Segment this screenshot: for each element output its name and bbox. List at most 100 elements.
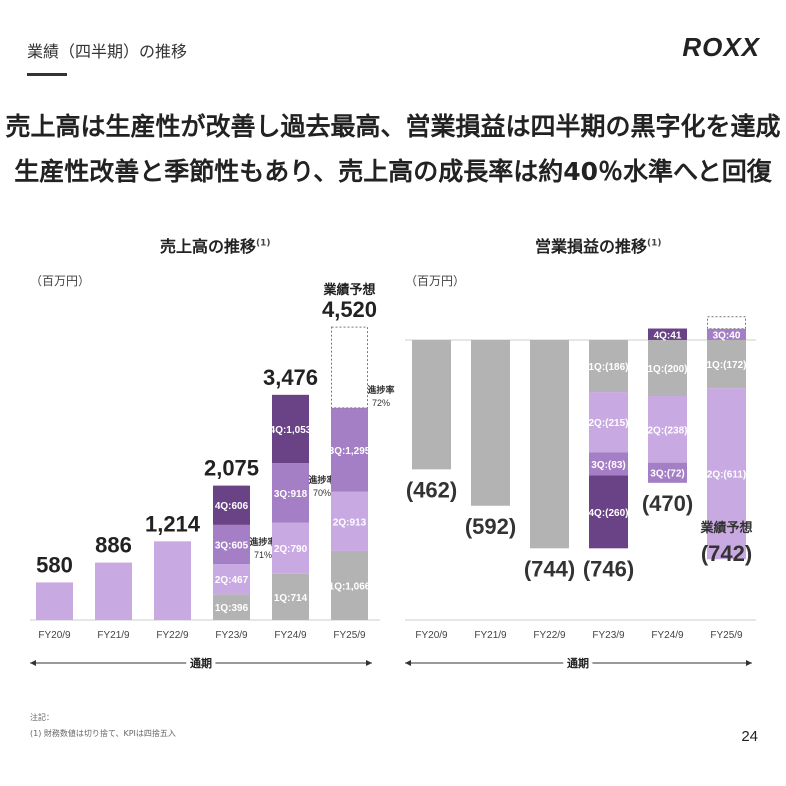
op-segment-label: 1Q:(186) [588,362,628,373]
revenue-title-note: (1) [256,238,271,249]
revenue-total-label: 580 [36,552,73,577]
op-bar [471,340,510,506]
op-bar-segment [648,340,687,396]
op-bar-segment [589,392,628,453]
op-unit: （百万円） [405,274,466,288]
page-number: 24 [741,728,758,745]
op-total-label: (592) [465,514,516,539]
op-total-label: (746) [583,556,634,581]
revenue-bar-segment [213,564,250,595]
op-segment-label: 1Q:(172) [706,360,746,371]
op-segment-label: 2Q:(215) [588,418,628,429]
revenue-segment-label: 1Q:1,066 [329,581,371,592]
revenue-chart-title: 売上高の推移(1) [160,233,271,257]
revenue-bar-segment [213,524,250,565]
section-title: 業績（四半期）の推移 [27,44,188,61]
revenue-title-text: 売上高の推移 [160,237,257,256]
progress-rate-value: 72% [372,398,390,408]
revenue-forecast-label: 業績予想 [322,282,375,297]
progress-rate-label: 進捗率 [367,384,394,395]
notes-title: 注記： [30,713,54,722]
progress-rate-value: 70% [313,488,331,498]
revenue-segment-label: 2Q:913 [333,517,367,528]
roxx-logo: ROXX [682,32,760,62]
revenue-segment-label: 4Q:606 [215,501,249,512]
revenue-total-label: 2,075 [204,456,259,481]
op-total-label: (462) [406,477,457,502]
op-segment-label: 3Q:40 [713,330,741,341]
op-x-tick: FY21/9 [474,630,507,641]
op-bar-segment [648,462,687,483]
revenue-total-label: 4,520 [322,297,377,322]
op-forecast-label: 業績予想 [699,520,752,535]
op-bar-segment [707,328,746,340]
op-bar-segment [589,340,628,393]
revenue-bar [154,541,191,620]
op-bar [412,340,451,470]
op-bar [530,340,569,549]
op-bar-segment [707,340,746,389]
revenue-bar-segment [213,594,250,620]
op-bar-segment [648,396,687,463]
revenue-segment-label: 3Q:918 [274,489,308,500]
op-chart-title: 営業損益の推移(1) [535,233,662,257]
revenue-bar-segment [331,491,368,551]
op-segment-label: 3Q:(72) [650,469,684,480]
arrowhead-icon [366,660,372,666]
revenue-segment-label: 3Q:605 [215,540,249,551]
section-underline [27,73,67,76]
op-bar-segment [589,452,628,476]
revenue-bar-segment [213,485,250,525]
op-segment-label: 3Q:(83) [591,460,625,471]
op-forecast-remaining [707,316,746,330]
op-title-note: (1) [647,238,662,249]
revenue-bar [95,562,132,620]
revenue-x-tick: FY22/9 [156,630,189,641]
note-1: (1) 財務数値は切り捨て、KPIは四捨五入 [30,729,176,738]
revenue-bar [36,582,73,620]
revenue-segment-label: 4Q:1,053 [270,425,312,436]
progress-rate-value: 71% [254,550,272,560]
op-x-tick: FY22/9 [533,630,566,641]
op-x-tick: FY25/9 [710,630,743,641]
progress-rate-label: 進捗率 [249,536,276,547]
op-total-label: (744) [524,556,575,581]
revenue-segment-label: 3Q:1,295 [329,446,371,457]
revenue-x-tick: FY23/9 [215,630,248,641]
headline-2: 生産性改善と季節性もあり、売上高の成長率は約40％水準へと回復 [14,157,772,186]
revenue-bar-segment [272,463,309,523]
op-segment-label: 4Q:41 [654,330,682,341]
op-segment-label: 2Q:(238) [647,425,687,436]
revenue-bar-segment [331,550,368,620]
revenue-total-label: 886 [95,533,132,558]
revenue-period-caption: 通期 [190,656,212,670]
progress-rate-label: 進捗率 [308,474,335,485]
arrowhead-icon [30,660,36,666]
op-x-tick: FY24/9 [651,630,684,641]
revenue-segment-label: 2Q:467 [215,575,249,586]
headline-1: 売上高は生産性が改善し過去最高、営業損益は四半期の黒字化を達成 [5,112,781,141]
revenue-bar-segment [272,394,309,464]
revenue-x-tick: FY24/9 [274,630,307,641]
revenue-segment-label: 1Q:714 [274,593,308,604]
arrowhead-icon [746,660,752,666]
revenue-total-label: 1,214 [145,511,201,536]
op-title-text: 営業損益の推移 [535,237,648,256]
arrowhead-icon [405,660,411,666]
revenue-total-label: 3,476 [263,365,318,390]
op-segment-label: 2Q:(611) [707,470,746,481]
revenue-forecast-remaining [331,326,368,409]
revenue-bar-segment [331,407,368,492]
op-segment-label: 4Q:(260) [588,508,628,519]
revenue-unit: （百万円） [30,274,91,288]
op-segment-label: 1Q:(200) [647,364,687,375]
op-bar-segment [589,475,628,549]
revenue-bar-segment [272,573,309,620]
op-period-caption: 通期 [567,656,589,670]
op-bar-segment [707,388,746,560]
revenue-segment-label: 1Q:396 [215,603,249,614]
revenue-bar-segment [272,522,309,574]
op-x-tick: FY23/9 [592,630,625,641]
